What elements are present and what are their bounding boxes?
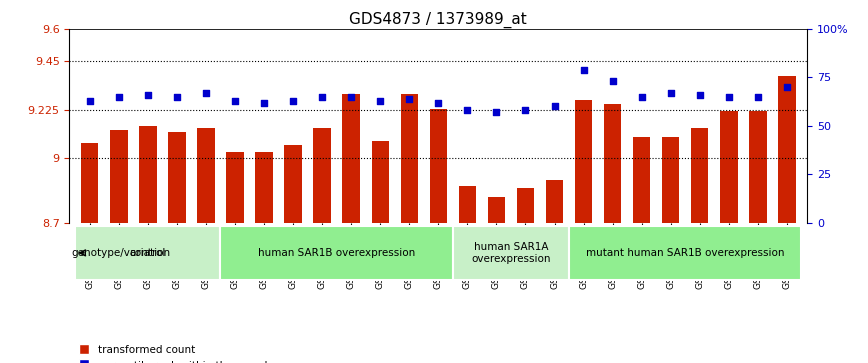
Bar [575,100,592,223]
Text: mutant human SAR1B overexpression: mutant human SAR1B overexpression [586,248,785,258]
Legend: transformed count, percentile rank within the sample: transformed count, percentile rank withi… [75,341,278,363]
FancyBboxPatch shape [453,226,569,280]
Text: human SAR1B overexpression: human SAR1B overexpression [258,248,415,258]
FancyBboxPatch shape [569,226,801,280]
FancyBboxPatch shape [220,226,453,280]
Point [82,98,96,103]
FancyBboxPatch shape [76,226,220,280]
Point [199,90,213,96]
Bar [81,143,98,223]
Bar [313,128,331,223]
Text: genotype/variation: genotype/variation [71,248,170,258]
Bar [168,132,186,223]
Bar [604,104,621,223]
Point [431,100,445,106]
Point [693,92,707,98]
Text: human SAR1A
overexpression: human SAR1A overexpression [471,242,550,264]
Bar [720,111,738,223]
Point [548,103,562,109]
Bar [691,128,708,223]
Bar [546,180,563,223]
Point [170,94,184,100]
Bar [343,94,360,223]
Bar [372,141,389,223]
Point [664,90,678,96]
Bar [285,145,302,223]
Point [141,92,155,98]
Title: GDS4873 / 1373989_at: GDS4873 / 1373989_at [350,12,527,28]
Point [722,94,736,100]
Bar [227,152,244,223]
Point [257,100,271,106]
Point [635,94,648,100]
Bar [400,94,418,223]
Point [315,94,329,100]
Bar [458,186,477,223]
Bar [516,188,534,223]
Bar [488,197,505,223]
Bar [430,109,447,223]
Bar [197,128,214,223]
Bar [633,136,650,223]
Bar [662,136,680,223]
Point [403,96,417,102]
Point [780,84,794,90]
Point [460,107,474,113]
Bar [139,126,156,223]
Bar [110,130,128,223]
Point [518,107,532,113]
Point [751,94,765,100]
Bar [749,111,766,223]
Point [606,78,620,84]
Point [373,98,387,103]
Point [490,109,503,115]
Bar [255,152,273,223]
Point [286,98,300,103]
Point [228,98,242,103]
Point [345,94,358,100]
Bar [779,76,796,223]
Point [576,67,590,73]
Text: control: control [129,248,166,258]
Point [112,94,126,100]
